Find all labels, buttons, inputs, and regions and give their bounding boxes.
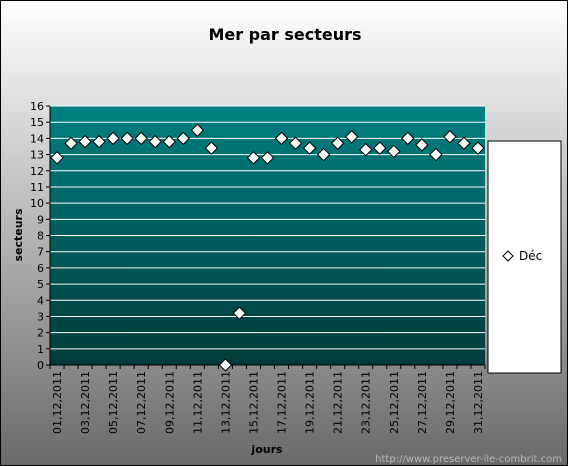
x-tick-label: 01,12,2011 [51, 371, 64, 434]
x-tick-label: 29,12,2011 [444, 371, 457, 434]
y-tick-label: 5 [37, 278, 44, 291]
chart-title: Mer par secteurs [208, 25, 361, 44]
x-tick-label: 03,12,2011 [79, 371, 92, 434]
y-tick-label: 10 [30, 197, 44, 210]
y-tick-label: 9 [37, 213, 44, 226]
x-tick-label: 11,12,2011 [191, 371, 204, 434]
x-tick-label: 05,12,2011 [107, 371, 120, 434]
data-point [204, 141, 219, 155]
legend-diamond-icon [502, 250, 514, 262]
y-tick-label: 2 [37, 327, 44, 340]
y-tick-label: 16 [30, 100, 44, 113]
gridlines [50, 105, 485, 350]
data-point [50, 151, 64, 165]
data-point [316, 147, 331, 162]
data-point [401, 131, 415, 146]
x-tick-label: 19,12,2011 [304, 371, 317, 434]
data-point [344, 130, 359, 144]
y-tick-label: 0 [37, 359, 44, 372]
data-point [134, 131, 148, 146]
data-point [373, 141, 387, 155]
x-tick-label: 15,12,2011 [247, 371, 260, 434]
x-tick-label: 23,12,2011 [360, 371, 373, 434]
data-point [78, 134, 92, 149]
data-point [429, 147, 443, 162]
data-point [120, 131, 134, 146]
watermark: http://www.preserver-ile-combrit.com [375, 454, 562, 465]
data-markers [50, 123, 485, 372]
y-tick-label: 15 [30, 116, 44, 129]
data-point [176, 131, 191, 146]
y-tick-label: 1 [37, 343, 44, 356]
data-point [106, 131, 120, 146]
x-axis-title: jours [250, 443, 283, 456]
data-point [218, 358, 233, 372]
x-axis-ticks: 01,12,2011 03,12,2011 05,12,2011 07,12,2011… [49, 365, 486, 434]
data-point [260, 151, 275, 165]
data-point [359, 142, 373, 157]
y-tick-label: 3 [37, 310, 44, 323]
data-point [330, 136, 345, 150]
x-tick-label: 21,12,2011 [332, 371, 345, 434]
x-tick-label: 09,12,2011 [163, 371, 176, 434]
y-tick-label: 8 [37, 230, 44, 243]
x-tick-label: 31,12,2011 [472, 371, 485, 434]
data-point [92, 134, 106, 149]
y-axis-title: secteurs [12, 208, 25, 262]
data-point [148, 134, 162, 149]
y-tick-label: 4 [37, 294, 44, 307]
data-point [64, 136, 78, 150]
x-tick-label: 25,12,2011 [388, 371, 401, 434]
data-point [457, 136, 471, 150]
data-point [232, 306, 247, 320]
legend-entry-label: Déc [519, 249, 542, 263]
y-tick-label: 11 [30, 181, 44, 194]
data-point [302, 141, 317, 155]
data-point [162, 134, 176, 149]
y-tick-label: 7 [37, 246, 44, 259]
data-point [443, 130, 457, 144]
x-tick-label: 13,12,2011 [219, 371, 232, 434]
y-tick-label: 6 [37, 262, 44, 275]
data-point [387, 144, 401, 159]
data-point [415, 138, 429, 152]
data-point [471, 141, 485, 155]
data-point [288, 136, 303, 150]
legend-box [487, 140, 562, 374]
y-tick-label: 12 [30, 165, 44, 178]
y-tick-label: 13 [30, 149, 44, 162]
x-tick-label: 17,12,2011 [276, 371, 289, 434]
x-tick-label: 27,12,2011 [416, 371, 429, 434]
y-tick-label: 14 [30, 132, 44, 145]
data-point [190, 123, 205, 137]
data-point [274, 131, 289, 146]
x-tick-label: 07,12,2011 [135, 371, 148, 434]
data-point [246, 151, 261, 165]
